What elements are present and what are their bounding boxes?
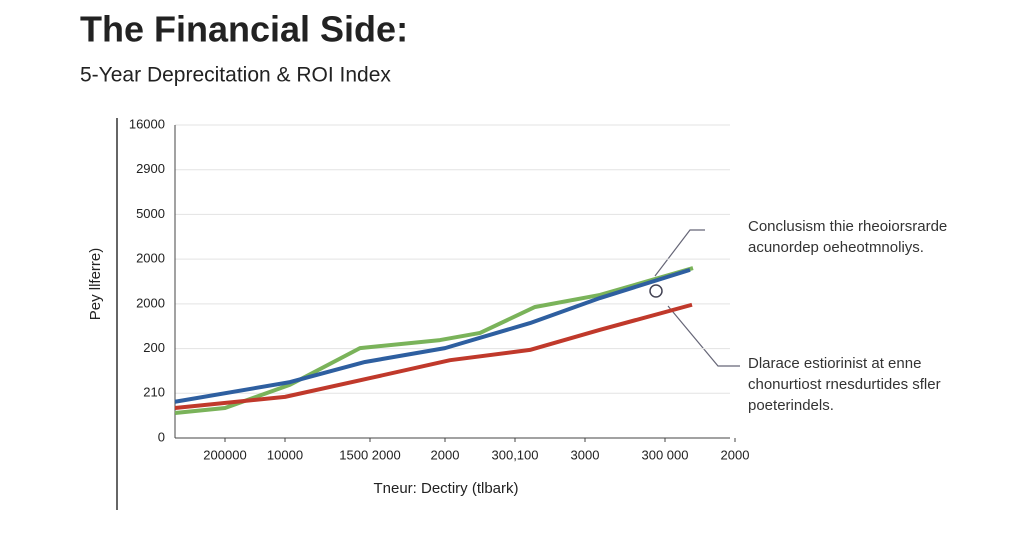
y-tick-label: 2000 <box>136 295 165 310</box>
y-tick-label: 16000 <box>129 116 165 131</box>
annotation-text: acunordep oeheotmnoliys. <box>748 239 924 256</box>
annotation-text: Dlarace estiorinist at enne <box>748 355 921 372</box>
x-tick-label: 2000 <box>721 447 750 462</box>
annotation-marker <box>649 284 663 298</box>
x-tick-label: 300 000 <box>642 447 689 462</box>
annotation-arrow <box>654 229 705 277</box>
series-line <box>174 266 694 415</box>
y-tick-label: 2000 <box>136 251 165 266</box>
annotation-text: poeterindels. <box>748 397 834 414</box>
y-tick-label: 2900 <box>136 161 165 176</box>
chart-title: The Financial Side: <box>80 9 408 50</box>
x-tick-label: 10000 <box>267 447 303 462</box>
annotation-arrow <box>667 305 740 367</box>
annotation-text: chonurtiost rnesdurtides sfler <box>748 376 941 393</box>
x-tick-label: 300,100 <box>492 447 539 462</box>
chart-subtitle: 5-Year Deprecitation & ROI Index <box>80 64 391 87</box>
y-tick-label: 210 <box>143 385 165 400</box>
x-tick-label: 1500 2000 <box>339 447 400 462</box>
series-line <box>174 302 693 411</box>
y-tick-label: 200 <box>143 340 165 355</box>
series-line <box>174 267 691 404</box>
x-tick-label: 2000 <box>431 447 460 462</box>
y-axis-label: Pey llferre) <box>87 248 104 321</box>
x-axis-label: Tneur: Dectiry (tlbark) <box>373 480 518 497</box>
y-tick-label: 0 <box>158 429 165 444</box>
x-tick-label: 3000 <box>571 447 600 462</box>
y-tick-label: 5000 <box>136 206 165 221</box>
annotation-text: Conclusism thie rheoiorsrarde <box>748 218 947 235</box>
x-tick-label: 200000 <box>203 447 246 462</box>
